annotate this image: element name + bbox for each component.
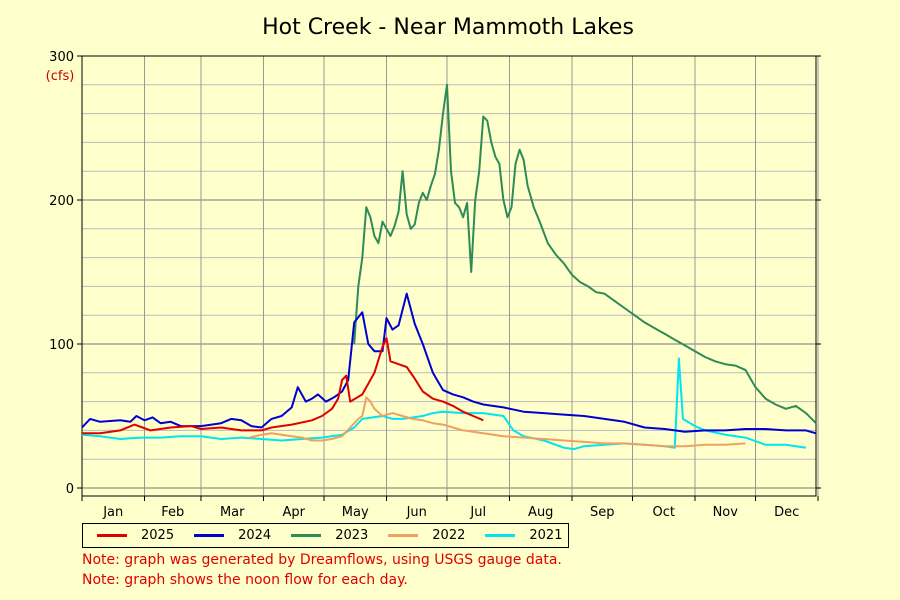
y-tick-label: 0 [66, 482, 74, 497]
legend-swatch [291, 534, 322, 537]
legend-label: 2022 [432, 528, 466, 543]
x-tick-label: Jul [469, 505, 486, 520]
series-line-2021 [81, 357, 807, 451]
note-noon-flow: Note: graph shows the noon flow for each… [82, 572, 408, 588]
x-tick-label: Jun [406, 505, 427, 520]
series-line-2025 [82, 337, 484, 435]
legend-swatch [485, 534, 516, 537]
x-tick-label: Mar [220, 505, 245, 520]
legend-item-2022: 2022 [388, 528, 465, 543]
y-tick-label: 200 [49, 194, 74, 209]
legend-swatch [97, 534, 127, 537]
x-tick-label: May [342, 505, 369, 520]
legend-swatch [194, 534, 225, 537]
x-tick-label: Aug [528, 505, 553, 520]
axis-ticks: 0 100 200 300 Jan Feb Mar Apr May Jun Jul Aug Sep Oct… [49, 50, 821, 520]
legend-item-2023: 2023 [291, 528, 368, 543]
y-axis-unit: (cfs) [46, 69, 75, 84]
legend-item-2025: 2025 [97, 528, 174, 543]
plot-frame [81, 55, 817, 497]
x-tick-label: Nov [713, 505, 739, 520]
legend-swatch [388, 534, 419, 537]
y-tick-label: 100 [49, 338, 74, 353]
x-tick-label: Apr [282, 505, 305, 520]
legend-item-2024: 2024 [194, 528, 271, 543]
y-tick-label: 300 [49, 50, 74, 65]
series-lines [81, 83, 817, 451]
series-line-2022 [249, 396, 746, 448]
legend-label: 2021 [529, 528, 563, 543]
legend-label: 2025 [141, 528, 175, 543]
x-tick-label: Oct [653, 505, 675, 520]
x-tick-label: Jan [102, 505, 123, 520]
series-line-2023 [353, 83, 817, 424]
x-tick-label: Feb [161, 505, 184, 520]
legend-label: 2024 [238, 528, 272, 543]
legend: 2025 2024 2023 2022 2021 [82, 523, 569, 548]
legend-item-2021: 2021 [485, 528, 562, 543]
chart-title: Hot Creek - Near Mammoth Lakes [262, 15, 634, 40]
x-tick-label: Dec [774, 505, 799, 520]
note-source: Note: graph was generated by Dreamflows,… [82, 552, 562, 568]
x-tick-label: Sep [590, 505, 615, 520]
legend-label: 2023 [335, 528, 369, 543]
